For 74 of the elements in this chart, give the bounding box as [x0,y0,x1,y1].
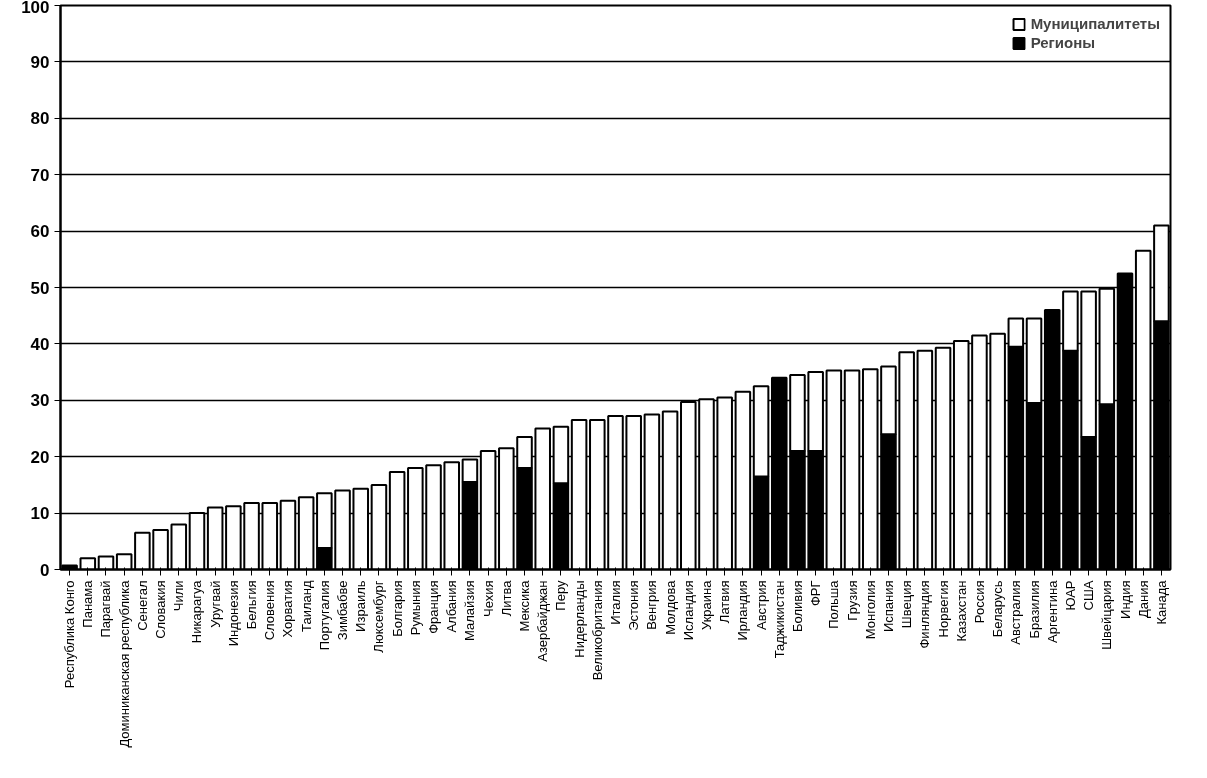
x-tick-label: Доминиканская республика [116,579,132,748]
x-tick-label: Казахстан [953,580,969,642]
x-tick-label: Израиль [353,580,369,632]
x-tick-label: США [1081,580,1097,611]
x-tick-label: Италия [608,580,623,625]
x-tick-label: Болгария [389,580,405,637]
x-tick-label: Парагвай [98,580,114,638]
y-tick-label: 10 [30,504,50,524]
y-tick-label: 50 [30,278,50,298]
x-tick-label: Беларусь [990,580,1006,638]
x-tick-label: Испания [880,580,896,633]
x-tick-label: Таджикистан [771,580,787,659]
x-tick-label: Словения [262,580,278,641]
x-tick-label: Канада [1153,579,1169,625]
x-tick-label: Индия [1117,580,1133,619]
y-tick-label: 20 [30,447,50,467]
x-tick-label: Сенегал [134,580,150,631]
x-tick-label: Россия [971,580,987,624]
x-tick-label: Зимбабве [335,580,351,641]
x-tick-label: Франция [426,580,442,634]
x-tick-label: Эстония [626,580,642,631]
x-tick-label: Таиланд [298,580,314,632]
x-tick-label: Индонезия [225,580,241,647]
x-tick-label: Венгрия [644,580,660,630]
x-tick-label: Панама [80,579,96,628]
x-tick-label: Республика Конго [62,580,78,689]
x-tick-label: Перу [553,580,569,611]
x-tick-label: Боливия [789,580,805,633]
x-tick-label: Словакия [153,580,169,639]
x-tick-label: ФРГ [808,580,824,607]
x-tick-label: Дания [1135,580,1151,619]
x-tick-label: Албания [444,580,460,633]
y-tick-label: 60 [30,222,50,242]
x-tick-label: Украина [698,579,714,630]
x-tick-label: Ирландия [735,580,751,641]
x-tick-label: Норвегия [935,580,951,638]
x-tick-label: Люксембург [371,580,387,653]
y-tick-label: 40 [30,334,50,354]
x-tick-label: Швеция [899,580,915,629]
x-tick-label: Швейцария [1099,580,1115,650]
x-tick-label: Исландия [680,580,696,641]
x-tick-label: Португалия [316,580,332,651]
y-tick-label: 90 [30,52,50,72]
y-tick-label: 100 [21,0,50,17]
x-tick-label: ЮАР [1062,580,1078,611]
legend-label: Регионы [1030,34,1096,51]
x-tick-label: Латвия [717,580,733,624]
y-tick-label: 30 [30,391,50,411]
x-tick-label: Польша [826,579,842,629]
x-tick-label: Бельгия [244,580,260,630]
x-tick-label: Уругвай [207,580,223,628]
x-tick-label: Литва [498,579,514,617]
x-tick-label: Аргентина [1044,579,1060,643]
x-tick-label: Монголия [862,580,878,640]
y-tick-label: 0 [40,560,50,580]
legend-label: Муниципалитеты [1030,15,1160,32]
x-tick-label: Бразилия [1026,580,1042,639]
x-tick-label: Малайзия [462,580,478,642]
x-tick-label: Австрия [753,580,769,630]
x-tick-label: Нидерланды [571,580,587,658]
x-tick-label: Мексика [517,579,533,632]
x-tick-label: Никарагуа [189,579,205,644]
x-tick-label: Австралия [1008,580,1024,645]
x-tick-label: Хорватия [280,580,296,638]
x-tick-label: Грузия [844,580,860,621]
x-tick-label: Финляндия [917,580,933,649]
x-tick-label: Молдова [662,579,678,635]
y-tick-label: 70 [30,165,50,185]
x-tick-label: Румыния [407,580,423,636]
y-tick-label: 80 [30,109,50,129]
x-tick-label: Азербайджан [535,580,551,662]
x-tick-label: Великобритания [589,580,605,681]
x-tick-label: Чили [171,580,187,612]
x-tick-label: Чехия [480,580,496,617]
